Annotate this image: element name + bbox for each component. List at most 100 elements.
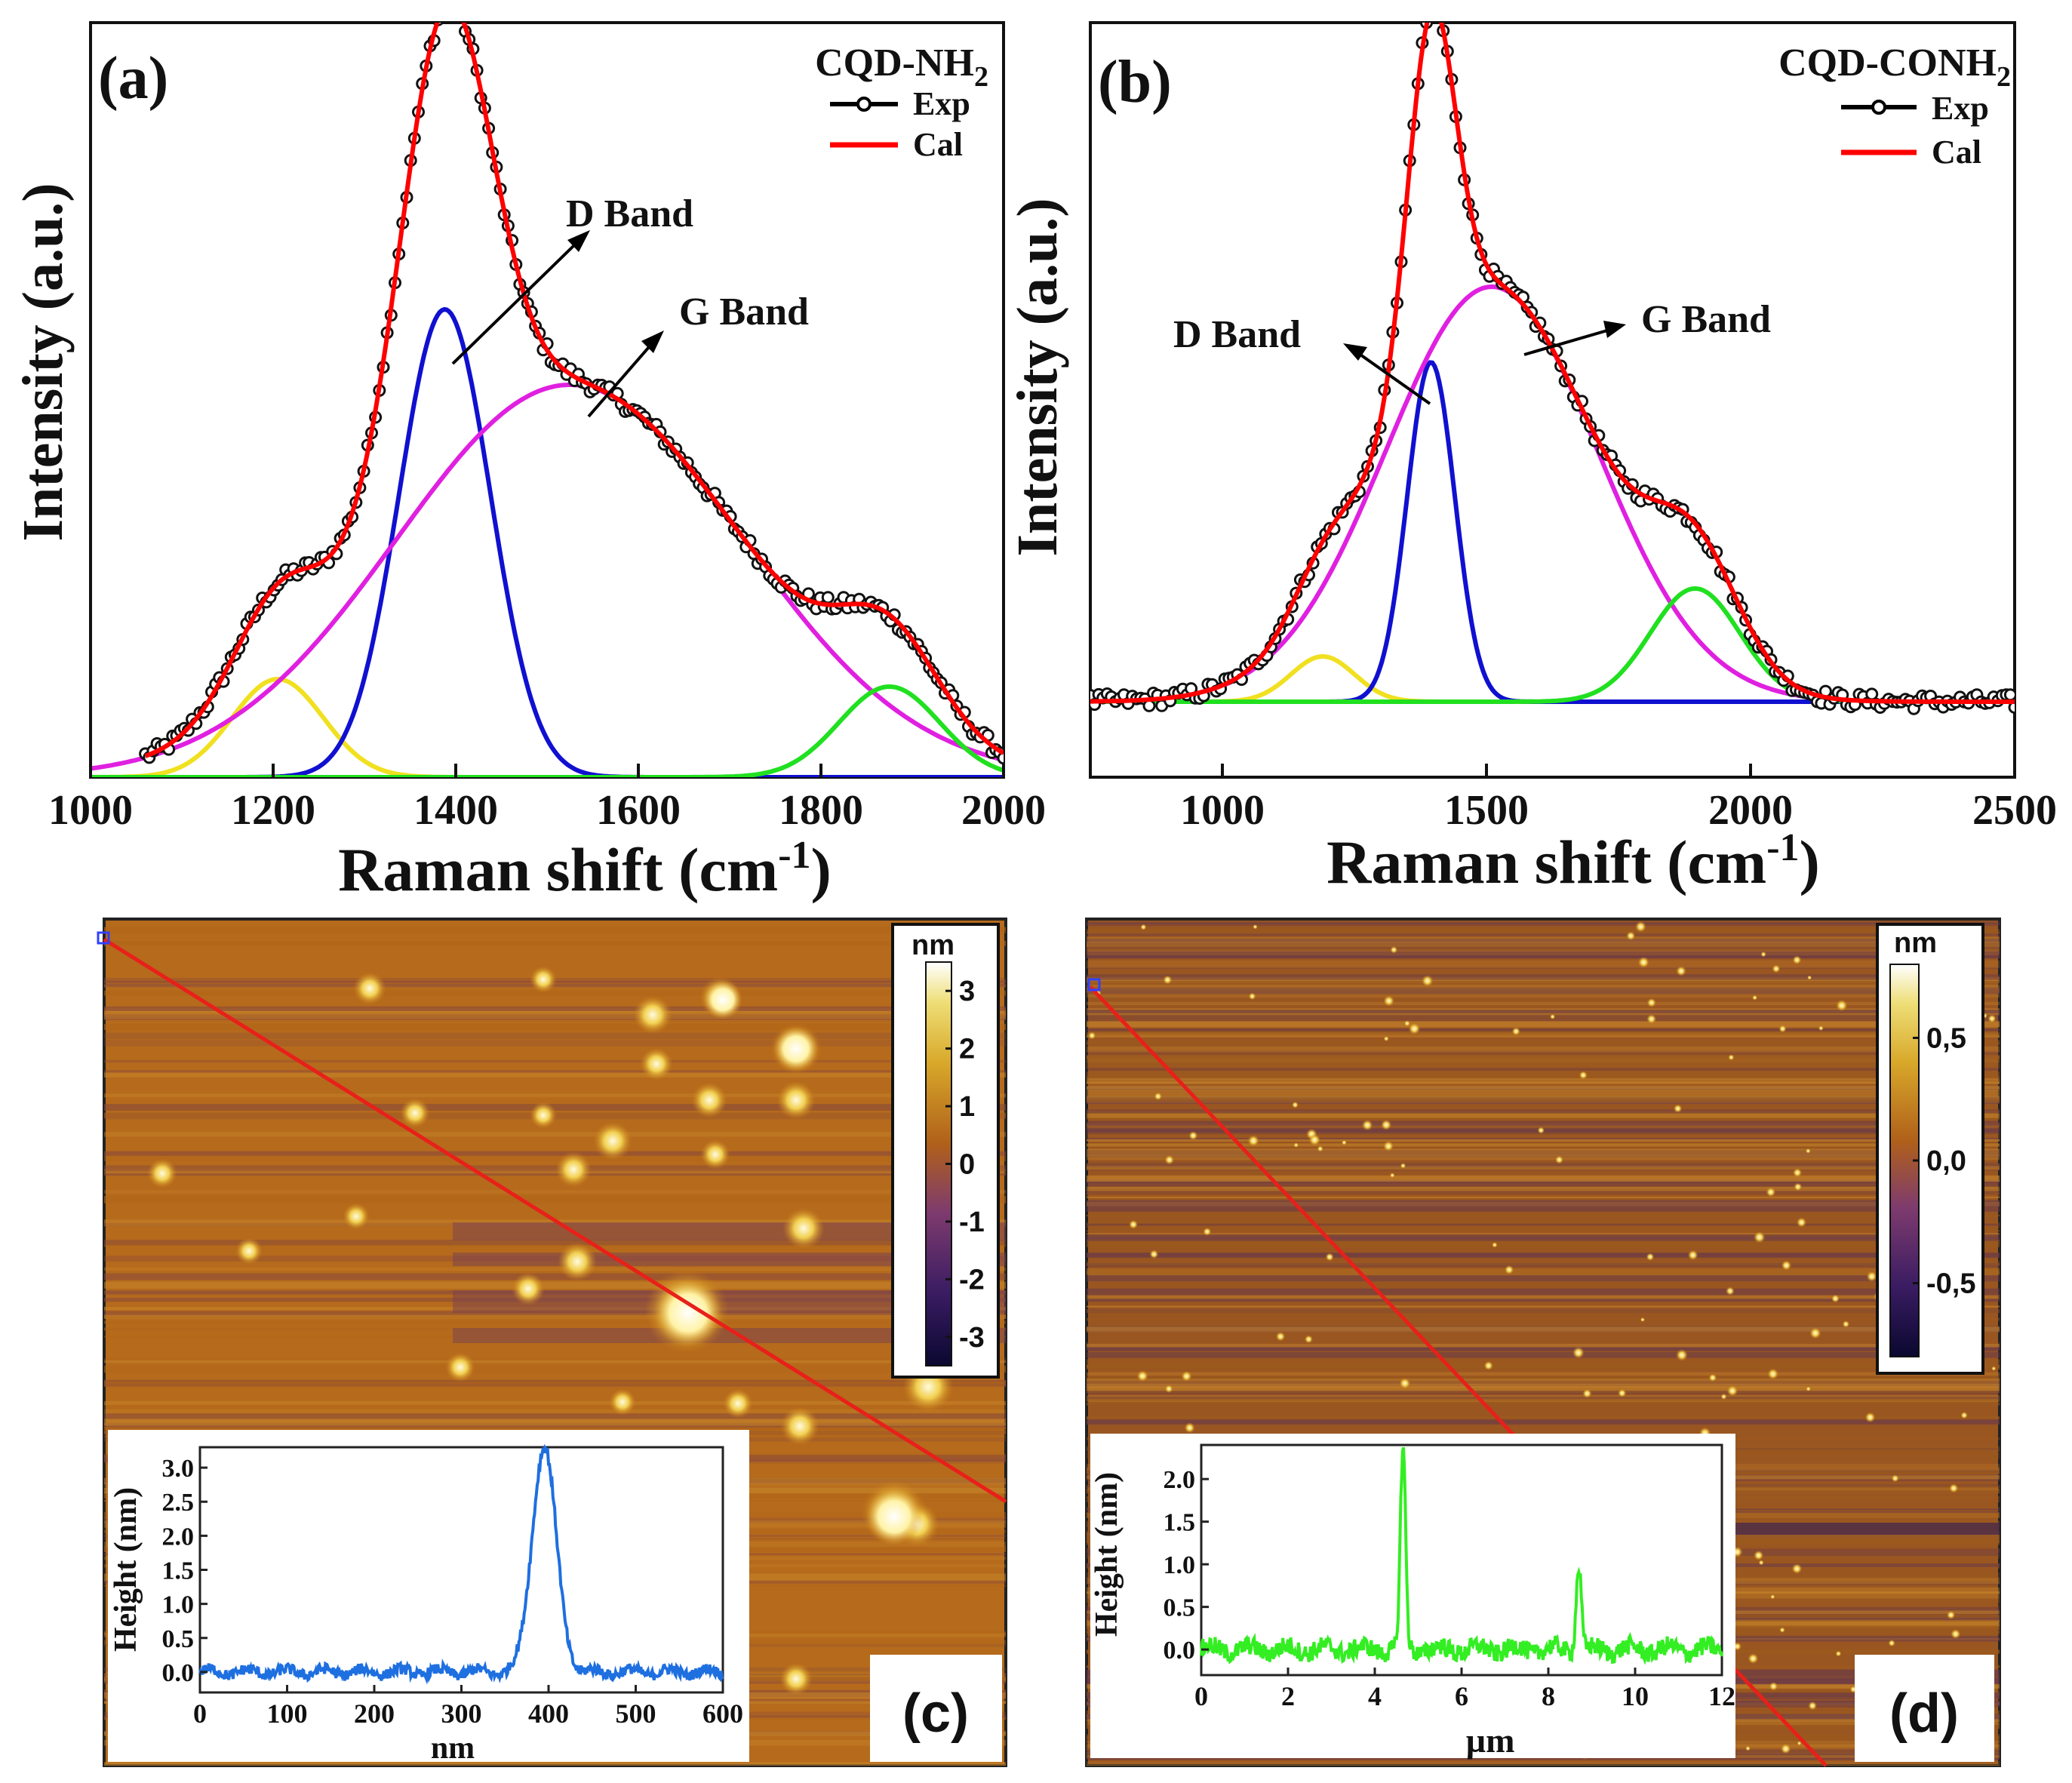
particle [1780,1743,1791,1754]
scan-line [104,1267,1006,1271]
scan-line [1087,1379,2000,1386]
scan-line [104,1409,1006,1414]
scan-line [1087,1035,2000,1038]
scan-line [1087,1326,2000,1333]
scan-line [104,1010,1006,1016]
particle [1582,1388,1592,1399]
particle [1951,1628,1961,1640]
particle [1987,1014,1997,1023]
scan-line [1087,1253,2000,1257]
scan-line [104,1403,1006,1409]
scan-line [1087,1014,2000,1022]
particle [1796,1217,1807,1228]
inset-x-tick-label: 600 [702,1698,743,1729]
inset-x-tick-label: 400 [528,1698,569,1729]
component-d-band-a [91,306,1004,777]
particle [1792,955,1802,965]
scan-line [1087,1379,2000,1381]
scan-line [104,1012,1006,1017]
exp-point [1142,699,1156,712]
scan-line [1087,1372,2000,1376]
scan-line [104,1006,1006,1011]
scan-line [1087,1055,2000,1061]
scan-line [104,1379,1006,1383]
x-tick-label: 1000 [1180,787,1265,834]
scan-line [1087,1043,2000,1045]
scan-line [1087,1121,2000,1127]
particle [1361,1119,1373,1131]
scan-line [104,1195,1006,1204]
scan-line [1087,1201,2000,1207]
inset-x-tick-label: 4 [1368,1681,1382,1711]
particle [1960,1411,1968,1419]
scan-line [1087,1756,2000,1760]
inset-ylabel-d: Height (nm) [1090,1472,1124,1637]
scan-line [1087,942,2000,948]
scan-line [1087,1050,2000,1056]
particle [1184,1422,1195,1434]
particle [640,1047,673,1081]
scan-line [1087,1091,2000,1096]
scan-line [1087,1010,2000,1013]
scan-line [1087,1234,2000,1241]
exp-point [441,0,451,11]
particle [1806,1386,1812,1392]
scan-line [104,1311,1006,1316]
scan-line [1087,1268,2000,1276]
particle [1779,1627,1785,1633]
x-tick-label: 2000 [961,787,1046,834]
component-green-a [91,684,1004,777]
scan-line [1087,1179,2000,1187]
inset-y-tick-label: 0.0 [162,1659,195,1687]
scan-line [1087,1196,2000,1198]
scan-line [1087,991,2000,998]
inset-y-tick-label: 1.5 [162,1557,195,1585]
inset-ylabel-c: Height (nm) [109,1487,143,1652]
particle [1753,1231,1766,1243]
cal-fit-b [1090,23,2015,704]
legend-b: Exp Cal [1841,90,1989,171]
scan-line [1087,929,2000,934]
particle [633,995,672,1034]
particle [1807,975,1812,980]
legend-exp-b: Exp [1932,90,1989,127]
particle [1766,1187,1776,1197]
colorbar-tick-label: -3 [959,1322,985,1354]
scan-line [1087,1385,2000,1391]
legend-cal-a: Cal [913,126,963,163]
large-particle [773,1026,819,1071]
particle [1247,1135,1259,1147]
scan-line [1087,1374,2000,1380]
scan-line [104,1281,1006,1289]
scan-line [1087,949,2000,956]
particle [1383,995,1395,1007]
inset-x-tick-label: 300 [441,1698,482,1729]
particle [1949,1483,1959,1493]
large-particle [703,980,742,1019]
particle [1088,1031,1096,1040]
scan-line [1087,1081,2000,1084]
scan-line [104,1366,1006,1373]
particle [1781,1260,1792,1271]
particle [1399,1377,1411,1389]
scan-line [1087,1031,2000,1039]
scan-line [1087,1294,2000,1300]
scan-line [1087,1232,2000,1235]
scan-line [1087,1180,2000,1183]
scan-line [104,1070,1006,1073]
particle [1866,1271,1877,1282]
scan-line [1087,1056,2000,1062]
exp-point [2008,701,2015,714]
inset-profile-d: 0 2 4 6 8 10 12 0.0 0.5 1.0 1.5 2.0 Height (nm) µm [1090,1434,1735,1760]
scan-line [1087,1097,2000,1102]
height-profile-line [1200,1446,1723,1665]
particle [1483,1360,1493,1371]
scan-line [1087,1046,2000,1053]
g-band-label-b: G Band [1641,298,1771,341]
scan-line [104,1426,1006,1430]
inset-x-tick-label: 0 [1194,1681,1208,1711]
scan-line [1087,1240,2000,1247]
scan-line [1087,942,2000,948]
x-tick-label: 1500 [1444,787,1529,834]
